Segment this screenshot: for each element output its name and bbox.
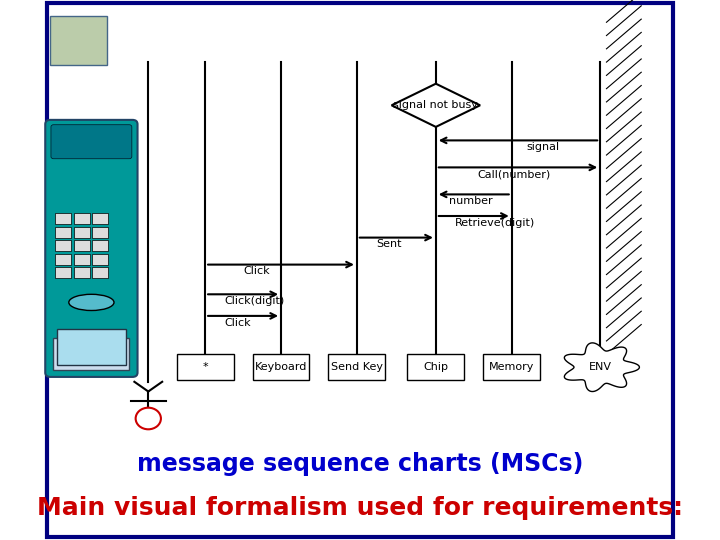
FancyBboxPatch shape (55, 254, 71, 265)
FancyBboxPatch shape (73, 267, 89, 278)
FancyBboxPatch shape (92, 254, 108, 265)
Text: signal not busy: signal not busy (393, 100, 478, 110)
Text: message sequence charts (MSCs): message sequence charts (MSCs) (137, 453, 583, 476)
FancyBboxPatch shape (253, 354, 310, 380)
FancyBboxPatch shape (73, 240, 89, 251)
Text: Chip: Chip (423, 362, 449, 372)
FancyBboxPatch shape (53, 338, 130, 370)
Text: Memory: Memory (489, 362, 534, 372)
FancyBboxPatch shape (328, 354, 385, 380)
Text: Retrieve(digit): Retrieve(digit) (455, 218, 535, 228)
FancyBboxPatch shape (408, 354, 464, 380)
Ellipse shape (69, 294, 114, 310)
Text: *: * (202, 362, 208, 372)
FancyBboxPatch shape (73, 213, 89, 224)
Text: Sent: Sent (377, 239, 402, 249)
Text: Keyboard: Keyboard (255, 362, 307, 372)
FancyBboxPatch shape (55, 213, 71, 224)
FancyBboxPatch shape (55, 267, 71, 278)
Text: signal: signal (526, 142, 559, 152)
FancyBboxPatch shape (55, 240, 71, 251)
Text: ENV: ENV (589, 362, 612, 372)
FancyBboxPatch shape (483, 354, 540, 380)
FancyBboxPatch shape (55, 227, 71, 238)
Text: Main visual formalism used for requirements:: Main visual formalism used for requireme… (37, 496, 683, 519)
FancyBboxPatch shape (176, 354, 233, 380)
Text: Click: Click (243, 266, 270, 276)
FancyBboxPatch shape (92, 227, 108, 238)
Text: Send Key: Send Key (330, 362, 383, 372)
FancyBboxPatch shape (51, 125, 132, 159)
Polygon shape (564, 343, 639, 391)
FancyBboxPatch shape (45, 120, 138, 377)
FancyBboxPatch shape (92, 213, 108, 224)
Text: Call(number): Call(number) (477, 169, 550, 179)
FancyBboxPatch shape (48, 3, 673, 537)
FancyBboxPatch shape (50, 16, 107, 65)
Polygon shape (392, 84, 480, 127)
Text: Click: Click (224, 318, 251, 328)
Text: number: number (449, 196, 492, 206)
FancyBboxPatch shape (92, 240, 108, 251)
FancyBboxPatch shape (57, 329, 126, 364)
FancyBboxPatch shape (92, 267, 108, 278)
FancyBboxPatch shape (73, 227, 89, 238)
FancyBboxPatch shape (73, 254, 89, 265)
Text: Click(digit): Click(digit) (224, 296, 284, 306)
